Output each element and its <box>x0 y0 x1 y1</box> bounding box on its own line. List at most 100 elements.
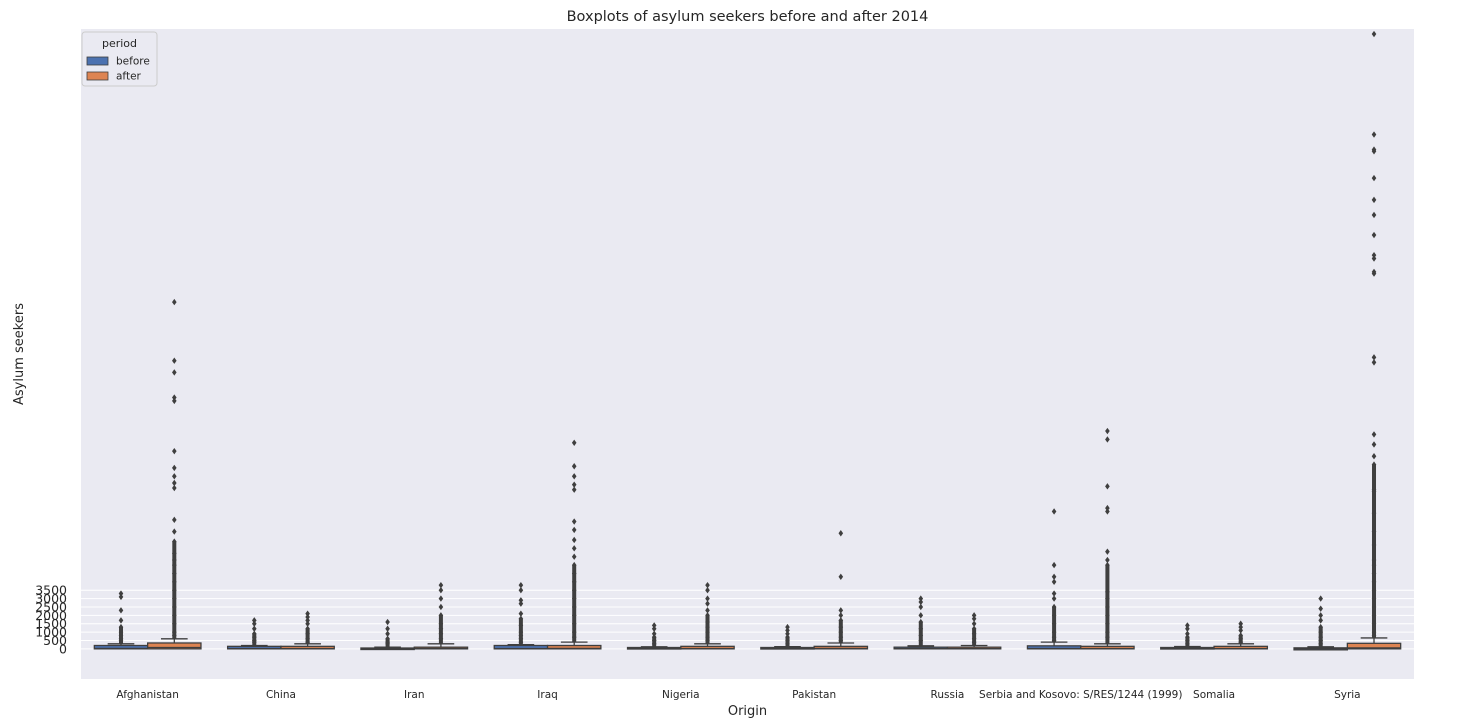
outlier-point <box>838 612 844 619</box>
outlier-point <box>971 612 977 619</box>
legend-label-after: after <box>116 71 142 83</box>
outlier-point <box>438 587 444 594</box>
outlier-point <box>1051 578 1057 586</box>
legend-swatch-before <box>86 56 109 66</box>
outlier-point <box>305 620 310 627</box>
outlier-point <box>571 439 577 446</box>
legend-label-before: before <box>116 56 150 68</box>
x-tick-label: Nigeria <box>662 689 700 701</box>
outlier-point <box>518 581 524 589</box>
outlier-point <box>918 595 924 602</box>
outlier-point <box>1185 625 1190 632</box>
outlier-point <box>385 630 390 637</box>
outlier-point <box>1105 504 1110 512</box>
outlier-point <box>1371 359 1377 366</box>
outlier-point <box>385 618 390 626</box>
outlier-point <box>705 587 710 594</box>
outlier-point <box>172 447 177 455</box>
outlier-point <box>571 536 577 544</box>
y-tick-label: 3000 <box>35 591 67 606</box>
outlier-point <box>172 394 177 401</box>
x-tick-label: Afghanistan <box>116 689 179 701</box>
outlier-point <box>172 528 177 535</box>
x-axis-label: Origin <box>728 704 767 719</box>
outlier-point <box>1185 622 1190 629</box>
outlier-point <box>1238 627 1244 634</box>
outlier-point <box>305 617 310 624</box>
y-tick-label: 3500 <box>35 583 67 598</box>
y-tick-label: 2000 <box>35 608 67 623</box>
outlier-point <box>1051 508 1057 515</box>
outlier-point <box>785 630 790 637</box>
outlier-point <box>705 581 710 589</box>
box-after-9 <box>1346 30 1402 650</box>
outlier-point <box>1051 590 1057 597</box>
outlier-point <box>1371 354 1377 361</box>
outlier-point <box>118 617 124 624</box>
outlier-point <box>1105 556 1110 564</box>
outlier-point <box>1371 211 1377 219</box>
legend-swatch-after <box>86 71 109 81</box>
outlier-point <box>1238 623 1244 631</box>
outlier-point <box>838 530 844 537</box>
outlier-point <box>1105 548 1110 555</box>
outlier-point <box>251 617 257 624</box>
outlier-point <box>1371 431 1377 438</box>
outlier-point <box>1105 436 1110 443</box>
outlier-point <box>1371 148 1377 155</box>
y-axis-label: Asylum seekers <box>12 303 27 405</box>
box-after-4 <box>680 581 735 650</box>
outlier-point <box>1318 605 1323 612</box>
box-after-3 <box>546 439 602 650</box>
outlier-point <box>1371 255 1377 262</box>
y-tick-label: 500 <box>43 633 67 648</box>
outlier-point <box>172 397 177 405</box>
outlier-point <box>172 516 177 524</box>
outlier-point <box>1371 174 1377 182</box>
outlier-point <box>1105 427 1110 435</box>
outlier-point <box>438 595 444 602</box>
outlier-point <box>1371 231 1377 239</box>
outlier-point <box>1371 452 1377 460</box>
outlier-point <box>1371 270 1377 277</box>
outlier-point <box>1371 441 1377 448</box>
outlier-point <box>1185 630 1190 637</box>
outlier-point <box>172 484 177 492</box>
box-body <box>1346 642 1402 650</box>
outlier-point <box>838 573 844 581</box>
outlier-point <box>172 357 177 364</box>
outlier-point <box>305 610 310 617</box>
box-before-0 <box>93 590 149 650</box>
outlier-point <box>705 595 710 602</box>
outlier-point <box>838 607 844 614</box>
outlier-point <box>1371 251 1377 259</box>
outlier-point <box>1051 595 1057 602</box>
x-tick-label: Serbia and Kosovo: S/RES/1244 (1999) <box>979 689 1182 701</box>
outlier-point <box>1051 573 1057 581</box>
outlier-point <box>918 612 924 619</box>
y-tick-label: 2500 <box>35 599 67 614</box>
outlier-point <box>1318 617 1323 624</box>
outlier-point <box>1318 612 1323 619</box>
outlier-point <box>385 625 390 632</box>
outlier-point <box>705 600 710 607</box>
outlier-point <box>518 610 524 617</box>
outlier-point <box>305 613 310 621</box>
outlier-point <box>251 620 257 627</box>
outlier-point <box>571 526 577 534</box>
x-tick-label: Russia <box>931 689 965 701</box>
outlier-point <box>785 627 790 634</box>
outlier-point <box>571 518 577 525</box>
outlier-point <box>651 625 657 632</box>
box-after-1 <box>280 610 335 650</box>
y-tick-label: 0 <box>59 641 67 656</box>
outlier-point <box>172 479 177 487</box>
outlier-point <box>1371 30 1377 38</box>
legend-title: period <box>102 37 137 50</box>
x-tick-label: Syria <box>1334 689 1361 701</box>
outlier-point <box>1238 620 1244 627</box>
outlier-point <box>651 622 657 629</box>
box-after-6 <box>946 612 1002 650</box>
outlier-point <box>518 587 524 594</box>
